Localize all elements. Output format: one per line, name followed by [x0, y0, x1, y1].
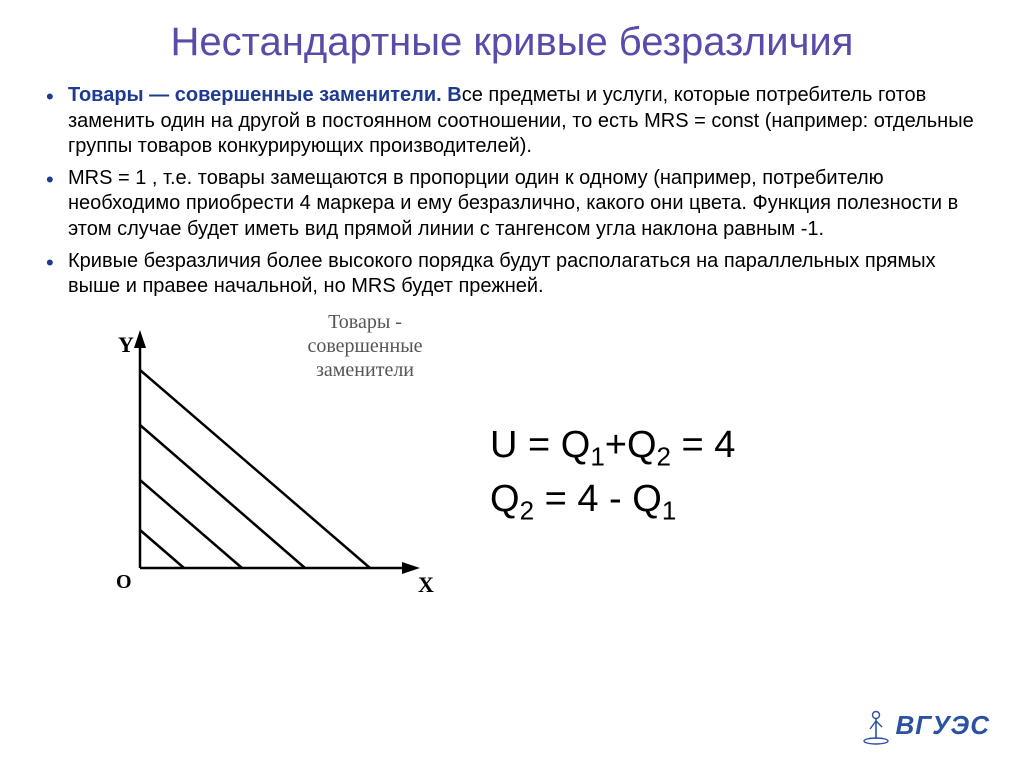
- footer-logo: ВГУЭС: [862, 705, 990, 745]
- origin-label: O: [116, 571, 132, 593]
- indifference-line: [140, 530, 184, 568]
- bullet-item: Товары — совершенные заменители. Все пре…: [40, 83, 984, 160]
- x-axis-label: X: [418, 572, 434, 597]
- indifference-line: [140, 425, 305, 568]
- indifference-line: [140, 480, 242, 568]
- logo-figure-icon: [862, 705, 890, 745]
- bullet-item: Кривые безразличия более высокого порядк…: [40, 249, 984, 300]
- formula-line-1: U = Q1+Q2 = 4: [490, 420, 984, 475]
- y-arrow-icon: [134, 330, 146, 348]
- slide-title: Нестандартные кривые безразличия: [40, 20, 984, 65]
- formula-line-2: Q2 = 4 - Q1: [490, 474, 984, 529]
- bullet-lead: Товары — совершенные заменители. В: [68, 84, 462, 106]
- formula-column: U = Q1+Q2 = 4 Q2 = 4 - Q1: [460, 310, 984, 529]
- indifference-lines: [140, 370, 370, 568]
- chart-wrap: Товары - совершенные заменители Y X O: [100, 310, 460, 610]
- content-row: Товары - совершенные заменители Y X O U …: [40, 310, 984, 610]
- indifference-line: [140, 370, 370, 568]
- bullet-text: Кривые безразличия более высокого порядк…: [68, 250, 936, 298]
- y-axis-label: Y: [118, 332, 134, 357]
- chart-column: Товары - совершенные заменители Y X O: [40, 310, 460, 610]
- bullet-text: MRS = 1 , т.е. товары замещаются в пропо…: [68, 167, 958, 240]
- bullet-item: MRS = 1 , т.е. товары замещаются в пропо…: [40, 166, 984, 243]
- chart-title: Товары - совершенные заменители: [270, 310, 460, 382]
- bullet-list: Товары — совершенные заменители. Все пре…: [40, 83, 984, 300]
- logo-text: ВГУЭС: [896, 710, 990, 741]
